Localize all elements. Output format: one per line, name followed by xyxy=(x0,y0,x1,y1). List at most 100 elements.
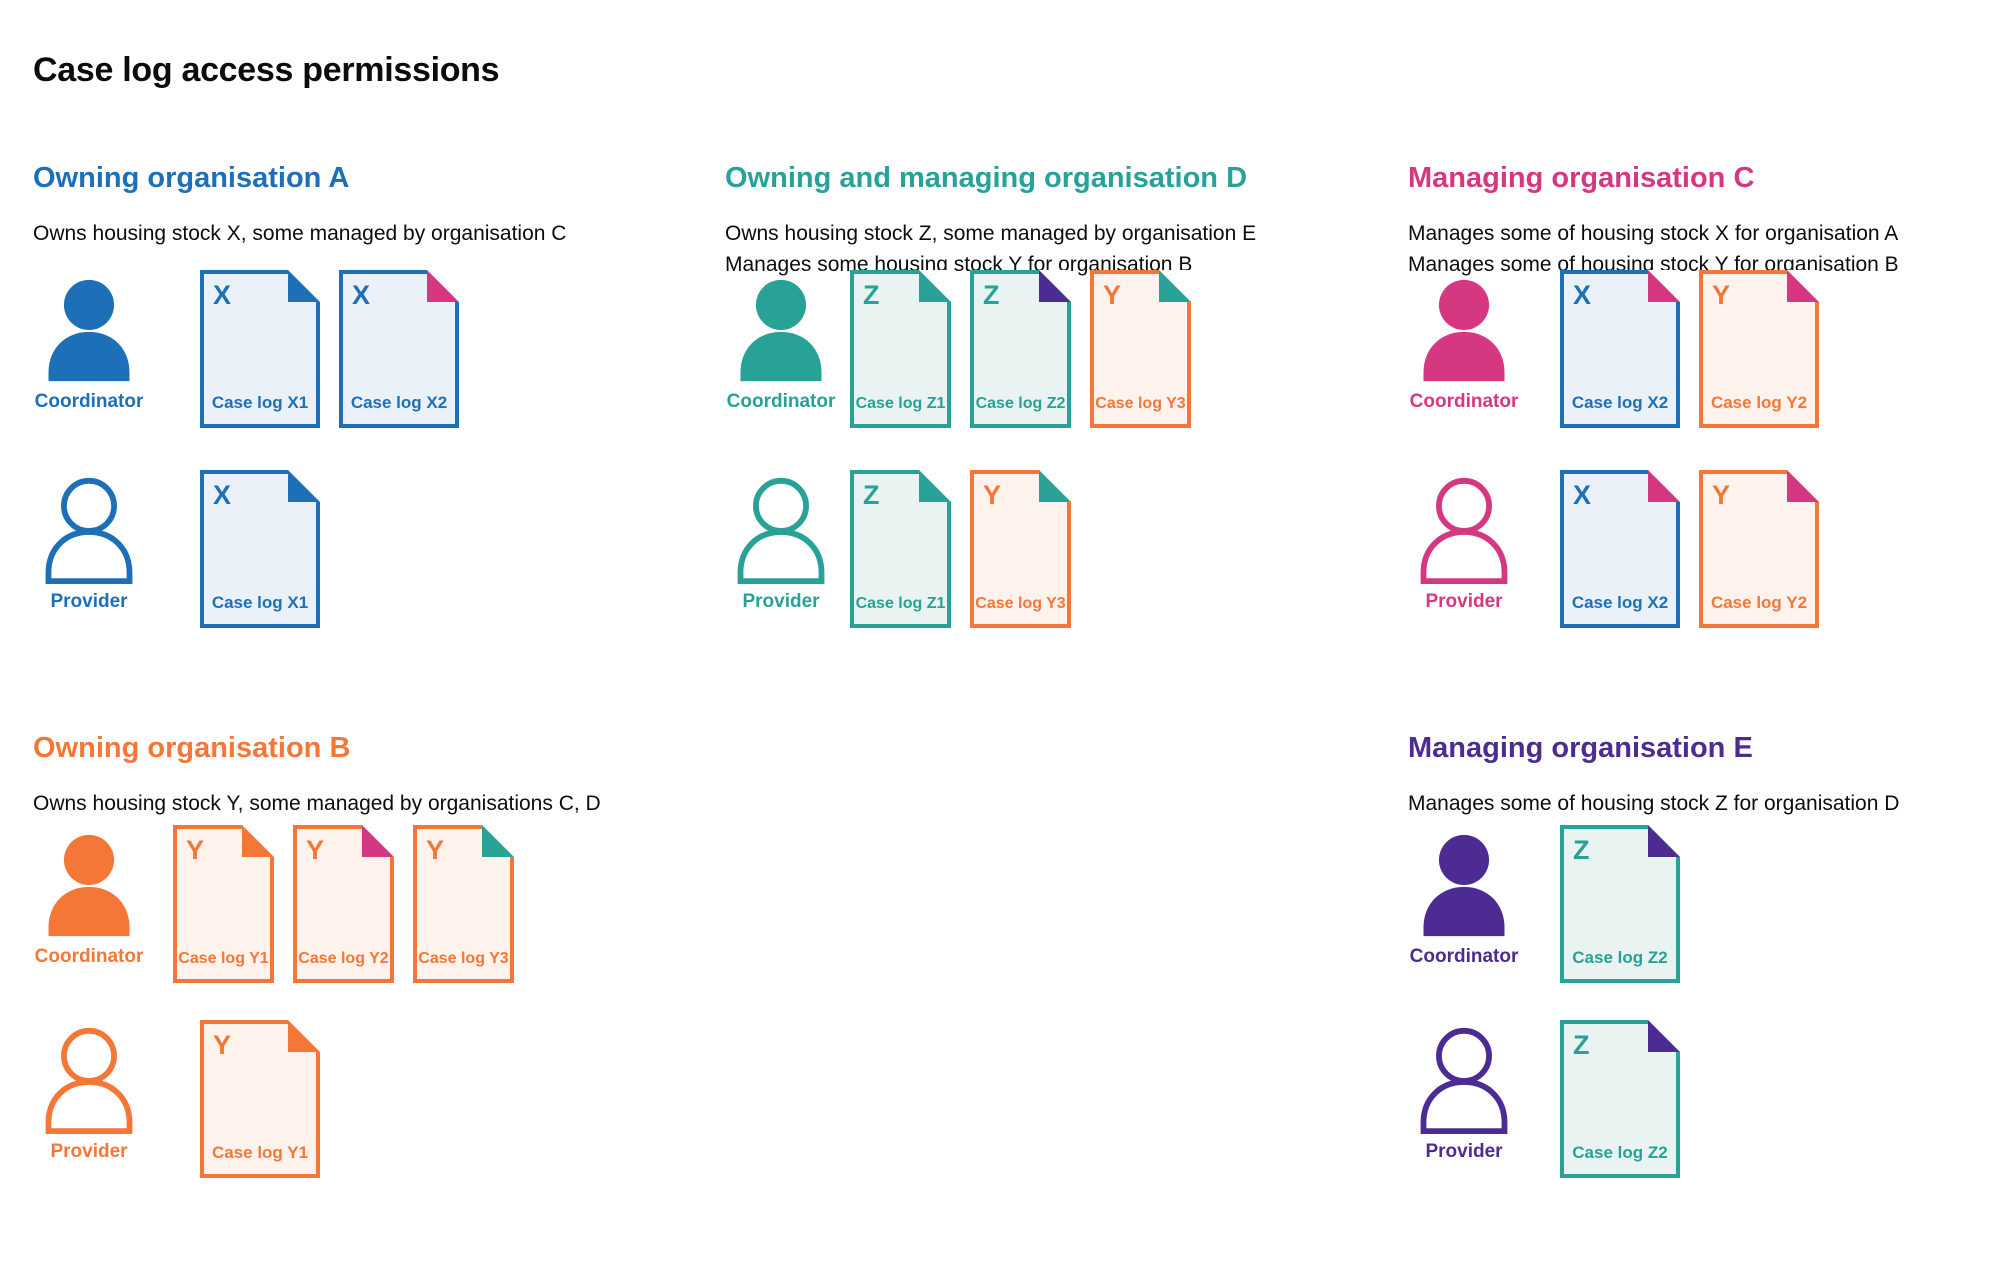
provider-person-icon xyxy=(45,1027,133,1134)
coordinator-person: Coordinator xyxy=(1408,825,1520,968)
role-row-coordinator: Coordinator X Case log X2 Y Case log Y2 xyxy=(1408,270,1988,445)
case-log-label: Case log Y3 xyxy=(975,595,1066,612)
document-folded-corner-icon xyxy=(288,1020,320,1052)
role-row-coordinator: Coordinator X Case log X1 X Case log X2 xyxy=(33,270,693,445)
section-description-line: Manages some of housing stock X for orga… xyxy=(1408,222,1899,246)
case-log-document-icon: X Case log X2 xyxy=(1560,270,1680,428)
section-description: Owns housing stock X, some managed by or… xyxy=(33,218,693,249)
documents-row: X Case log X1 xyxy=(200,470,320,628)
coordinator-person: Coordinator xyxy=(33,270,145,413)
case-log-label: Case log Y1 xyxy=(178,950,269,967)
case-log-label: Case log Y3 xyxy=(418,950,509,967)
case-log-label: Case log Z1 xyxy=(855,595,946,612)
coordinator-person: Coordinator xyxy=(1408,270,1520,413)
role-row-coordinator: Coordinator Z Case log Z2 xyxy=(1408,825,1988,1000)
document-stock-letter: X xyxy=(352,280,371,310)
document-folded-corner-icon xyxy=(1039,270,1071,302)
document-stock-letter: Y xyxy=(1712,280,1731,310)
case-log-document-icon: Y Case log Y3 xyxy=(413,825,514,983)
case-log-label: Case log Y2 xyxy=(298,950,389,967)
provider-person: Provider xyxy=(725,470,837,613)
document-stock-letter: Z xyxy=(1573,1030,1590,1060)
documents-row: Z Case log Z2 xyxy=(1560,1020,1680,1178)
document-folded-corner-icon xyxy=(288,470,320,502)
coordinator-person-icon xyxy=(48,834,130,937)
case-log-label: Case log Y2 xyxy=(1710,393,1808,412)
document-stock-letter: Z xyxy=(863,480,880,510)
case-log-document-icon: Y Case log Y2 xyxy=(293,825,394,983)
documents-row: X Case log X1 X Case log X2 xyxy=(200,270,459,428)
role-label: Coordinator xyxy=(1409,946,1519,967)
document-folded-corner-icon xyxy=(1039,470,1071,502)
role-label: Provider xyxy=(1425,1141,1503,1162)
role-row-coordinator: Coordinator Z Case log Z1 Z Case log Z2 … xyxy=(725,270,1385,445)
provider-person-icon xyxy=(1420,477,1508,584)
section-owning-and-managing-organisation-d: Owning and managing organisation D Owns … xyxy=(725,138,1385,628)
provider-person-icon xyxy=(1420,1027,1508,1134)
document-folded-corner-icon xyxy=(427,270,459,302)
role-label: Provider xyxy=(50,1141,128,1162)
section-description: Owns housing stock Z, some managed by or… xyxy=(725,218,1385,280)
document-folded-corner-icon xyxy=(362,825,394,857)
section-heading: Owning organisation B xyxy=(33,732,351,765)
case-log-label: Case log Z2 xyxy=(1572,1143,1668,1162)
role-row-provider: Provider X Case log X2 Y Case log Y2 xyxy=(1408,470,1988,645)
document-stock-letter: Y xyxy=(1103,280,1122,310)
provider-person: Provider xyxy=(1408,470,1520,613)
coordinator-person: Coordinator xyxy=(725,270,837,413)
provider-person-icon xyxy=(45,477,133,584)
case-log-label: Case log X2 xyxy=(350,393,448,412)
provider-person-icon xyxy=(737,477,825,584)
document-folded-corner-icon xyxy=(242,825,274,857)
document-folded-corner-icon xyxy=(1648,825,1680,857)
document-stock-letter: X xyxy=(1573,280,1592,310)
document-folded-corner-icon xyxy=(919,270,951,302)
case-log-document-icon: Z Case log Z1 xyxy=(850,470,951,628)
case-log-label: Case log X1 xyxy=(211,393,309,412)
document-folded-corner-icon xyxy=(1648,1020,1680,1052)
document-folded-corner-icon xyxy=(1648,270,1680,302)
section-heading: Owning and managing organisation D xyxy=(725,162,1248,195)
role-row-provider: Provider Z Case log Z2 xyxy=(1408,1020,1988,1195)
coordinator-person-icon xyxy=(48,279,130,382)
case-log-label: Case log X2 xyxy=(1571,593,1669,612)
role-label: Coordinator xyxy=(726,391,836,412)
document-stock-letter: Z xyxy=(1573,835,1590,865)
case-log-document-icon: Y Case log Y1 xyxy=(200,1020,320,1178)
section-managing-organisation-e: Managing organisation E Manages some of … xyxy=(1408,708,1988,1178)
section-owning-organisation-b: Owning organisation B Owns housing stock… xyxy=(33,708,693,1178)
provider-person: Provider xyxy=(1408,1020,1520,1163)
role-label: Coordinator xyxy=(34,946,144,967)
case-log-document-icon: Z Case log Z2 xyxy=(1560,825,1680,983)
documents-row: X Case log X2 Y Case log Y2 xyxy=(1560,470,1819,628)
case-log-label: Case log Z2 xyxy=(1572,948,1668,967)
document-stock-letter: Y xyxy=(426,835,445,865)
section-heading: Managing organisation C xyxy=(1408,162,1755,195)
case-log-document-icon: X Case log X1 xyxy=(200,470,320,628)
section-description-line: Owns housing stock Y, some managed by or… xyxy=(33,792,601,816)
case-log-label: Case log X1 xyxy=(211,593,309,612)
documents-row: Z Case log Z1 Z Case log Z2 Y Case log Y… xyxy=(850,270,1191,428)
provider-person: Provider xyxy=(33,470,145,613)
document-folded-corner-icon xyxy=(482,825,514,857)
document-stock-letter: Y xyxy=(186,835,205,865)
document-folded-corner-icon xyxy=(1648,470,1680,502)
case-log-document-icon: Z Case log Z2 xyxy=(1560,1020,1680,1178)
case-log-document-icon: Y Case log Y1 xyxy=(173,825,274,983)
documents-row: Z Case log Z2 xyxy=(1560,825,1680,983)
coordinator-person-icon xyxy=(740,279,822,382)
document-stock-letter: X xyxy=(213,480,232,510)
documents-row: X Case log X2 Y Case log Y2 xyxy=(1560,270,1819,428)
coordinator-person: Coordinator xyxy=(33,825,145,968)
provider-person: Provider xyxy=(33,1020,145,1163)
document-folded-corner-icon xyxy=(1787,470,1819,502)
section-description-line: Manages some housing stock Y for organis… xyxy=(725,253,1193,277)
document-stock-letter: Y xyxy=(1712,480,1731,510)
role-label: Coordinator xyxy=(1409,391,1519,412)
role-label: Coordinator xyxy=(34,391,144,412)
section-managing-organisation-c: Managing organisation C Manages some of … xyxy=(1408,138,1988,628)
section-heading: Owning organisation A xyxy=(33,162,350,195)
role-row-coordinator: Coordinator Y Case log Y1 Y Case log Y2 … xyxy=(33,825,693,1000)
section-description: Owns housing stock Y, some managed by or… xyxy=(33,788,693,819)
case-log-label: Case log Y3 xyxy=(1095,395,1186,412)
